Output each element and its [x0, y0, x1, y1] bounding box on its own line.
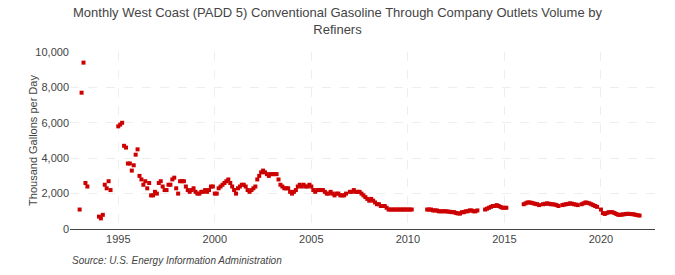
svg-text:1995: 1995: [106, 233, 130, 245]
svg-text:2,000: 2,000: [41, 187, 69, 199]
svg-text:0: 0: [63, 223, 69, 235]
svg-text:2010: 2010: [396, 233, 420, 245]
svg-text:Thousand Gallons per Day: Thousand Gallons per Day: [27, 75, 39, 206]
svg-text:Source: U.S. Energy Informatio: Source: U.S. Energy Information Administ…: [72, 255, 282, 266]
svg-text:2000: 2000: [203, 233, 227, 245]
svg-text:6,000: 6,000: [41, 117, 69, 129]
svg-text:8,000: 8,000: [41, 81, 69, 93]
svg-text:2005: 2005: [299, 233, 323, 245]
svg-text:Monthly West Coast (PADD 5) Co: Monthly West Coast (PADD 5) Conventional…: [73, 5, 602, 37]
svg-text:10,000: 10,000: [35, 46, 69, 58]
svg-text:2020: 2020: [589, 233, 613, 245]
svg-text:4,000: 4,000: [41, 152, 69, 164]
svg-text:2015: 2015: [492, 233, 516, 245]
